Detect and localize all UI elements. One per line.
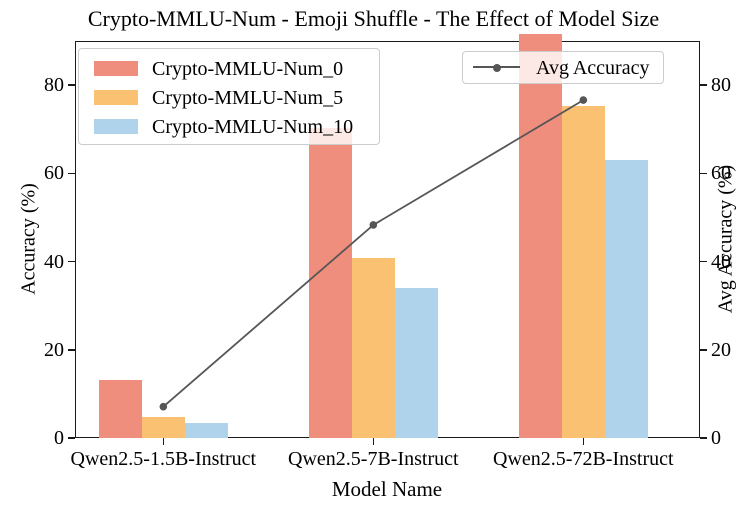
- bar-crypto-mmlu-num-5: [351, 258, 395, 438]
- y-axis-tick-label: 60: [44, 162, 64, 185]
- legend-line: Avg Accuracy: [462, 51, 664, 84]
- legend-bars: Crypto-MMLU-Num_0 Crypto-MMLU-Num_5 Crypto…: [78, 48, 380, 145]
- legend-swatch-icon: [94, 119, 138, 134]
- y2-axis-tick-label: 80: [711, 74, 731, 97]
- bar-crypto-mmlu-num-0: [98, 379, 142, 438]
- y-axis-tickmark: [68, 260, 75, 263]
- y-axis-label: Accuracy (%): [17, 183, 40, 295]
- legend-row: Crypto-MMLU-Num_5: [94, 83, 369, 112]
- x-axis-tickmark: [372, 438, 375, 445]
- y-axis-tickmark: [68, 349, 75, 351]
- y2-axis-tickmark: [700, 84, 707, 86]
- y-axis-tick-label: 40: [44, 250, 64, 273]
- y2-axis-tick-label: 0: [711, 427, 721, 449]
- y-axis-tick-label: 0: [54, 427, 64, 449]
- chart-title: Crypto-MMLU-Num - Emoji Shuffle - The Ef…: [87, 6, 660, 31]
- legend-series-label: Crypto-MMLU-Num_10: [152, 115, 354, 138]
- x-axis-tickmark: [162, 438, 165, 445]
- bar-crypto-mmlu-num-0: [518, 34, 562, 438]
- y2-axis-tickmark: [700, 349, 707, 351]
- y2-axis-tickmark: [700, 260, 707, 263]
- x-axis-tick-label: Qwen2.5-1.5B-Instruct: [70, 448, 257, 470]
- y2-axis-tickmark: [700, 172, 707, 175]
- legend-line-label: Avg Accuracy: [536, 56, 650, 79]
- y2-axis-tick-label: 60: [711, 162, 731, 185]
- bar-crypto-mmlu-num-10: [604, 160, 648, 438]
- y-axis-tick-label: 20: [44, 338, 64, 361]
- bar-crypto-mmlu-num-10: [394, 288, 438, 438]
- x-axis-tickmark: [582, 438, 585, 445]
- legend-swatch-icon: [94, 61, 138, 76]
- bar-crypto-mmlu-num-10: [184, 423, 228, 438]
- legend-row: Crypto-MMLU-Num_0: [94, 54, 369, 83]
- y2-axis-tick-label: 20: [711, 338, 731, 361]
- y2-axis-tickmark: [700, 437, 707, 439]
- avg-accuracy-line-icon: [473, 63, 520, 72]
- y-axis-tickmark: [68, 172, 75, 175]
- y2-axis-tick-label: 40: [711, 250, 731, 273]
- x-axis-label: Model Name: [331, 477, 443, 501]
- legend-row: Crypto-MMLU-Num_10: [94, 112, 369, 141]
- y-axis-tick-label: 80: [44, 74, 64, 97]
- bar-crypto-mmlu-num-5: [141, 416, 185, 438]
- y-axis-tickmark: [68, 84, 75, 86]
- bar-crypto-mmlu-num-5: [561, 106, 605, 438]
- y-axis-tickmark: [68, 437, 75, 439]
- x-axis-tick-label: Qwen2.5-7B-Instruct: [288, 448, 459, 470]
- bar-crypto-mmlu-num-0: [308, 128, 352, 438]
- legend-series-label: Crypto-MMLU-Num_5: [152, 86, 344, 109]
- x-axis-tick-label: Qwen2.5-72B-Instruct: [493, 448, 674, 470]
- legend-swatch-icon: [94, 90, 138, 105]
- legend-series-label: Crypto-MMLU-Num_0: [152, 57, 344, 80]
- y2-axis-label: Avg Accuracy (%): [714, 164, 737, 314]
